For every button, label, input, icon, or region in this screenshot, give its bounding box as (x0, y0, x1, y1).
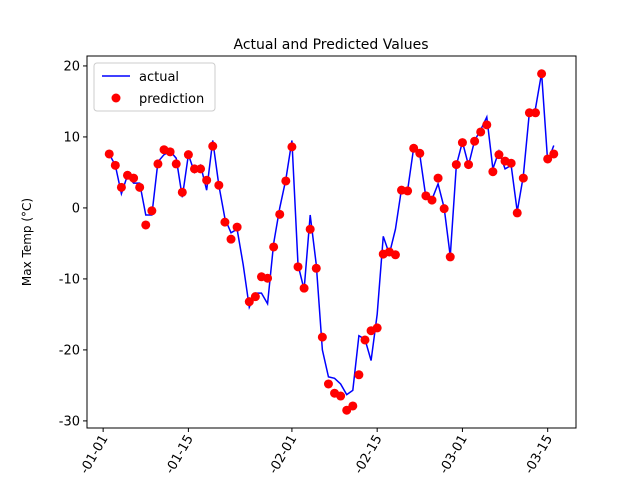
point (110, 160, 120, 170)
point (549, 149, 559, 159)
point (275, 209, 285, 219)
point (104, 149, 114, 159)
legend-marker (111, 93, 121, 103)
point (208, 141, 218, 151)
point (244, 297, 254, 307)
point (317, 332, 327, 342)
point (494, 150, 504, 160)
point (390, 250, 400, 260)
point (196, 164, 206, 174)
point (153, 159, 163, 169)
y-tick-label: 10 (63, 130, 80, 145)
point (537, 69, 547, 79)
point (354, 370, 364, 380)
point (457, 138, 467, 148)
point (427, 195, 437, 205)
point (281, 176, 291, 186)
point (451, 160, 461, 170)
point (531, 108, 541, 118)
point (311, 263, 321, 273)
point (183, 150, 193, 160)
point (403, 186, 413, 196)
point (250, 292, 260, 302)
point (305, 224, 315, 234)
point (415, 148, 425, 158)
point (226, 234, 236, 244)
y-tick-label: -20 (59, 343, 80, 358)
point (214, 180, 224, 190)
point (464, 160, 474, 170)
point (165, 147, 175, 157)
point (263, 273, 273, 283)
point (220, 217, 230, 227)
point (129, 173, 139, 183)
point (470, 136, 480, 146)
point (445, 252, 455, 262)
point (336, 391, 346, 401)
point (171, 159, 181, 169)
point (269, 242, 279, 252)
point (299, 283, 309, 293)
point (177, 187, 187, 197)
point (232, 222, 242, 232)
point (141, 220, 151, 230)
point (116, 182, 126, 192)
legend-label: actual (139, 70, 179, 85)
point (506, 158, 516, 168)
point (543, 154, 553, 164)
y-tick-label: 0 (72, 201, 80, 216)
point (409, 143, 419, 153)
point (293, 262, 303, 272)
point (135, 182, 145, 192)
y-tick-label: -10 (59, 272, 80, 287)
y-tick-label: -30 (59, 414, 80, 429)
point (360, 335, 370, 345)
point (323, 379, 333, 389)
plot-frame (86, 55, 577, 429)
y-tick-label: 20 (63, 59, 80, 74)
chart-title: Actual and Predicted Values (233, 37, 428, 53)
point (476, 127, 486, 137)
point (512, 208, 522, 218)
legend-box (93, 62, 216, 112)
point (348, 401, 358, 411)
point (433, 173, 443, 183)
point (147, 206, 157, 216)
point (439, 204, 449, 214)
legend-label: prediction (139, 92, 204, 107)
point (372, 323, 382, 333)
y-axis-label: Max Temp (°C) (20, 198, 34, 286)
point (482, 120, 492, 130)
point (202, 175, 212, 185)
point (518, 173, 528, 183)
point (287, 142, 297, 152)
point (488, 167, 498, 177)
